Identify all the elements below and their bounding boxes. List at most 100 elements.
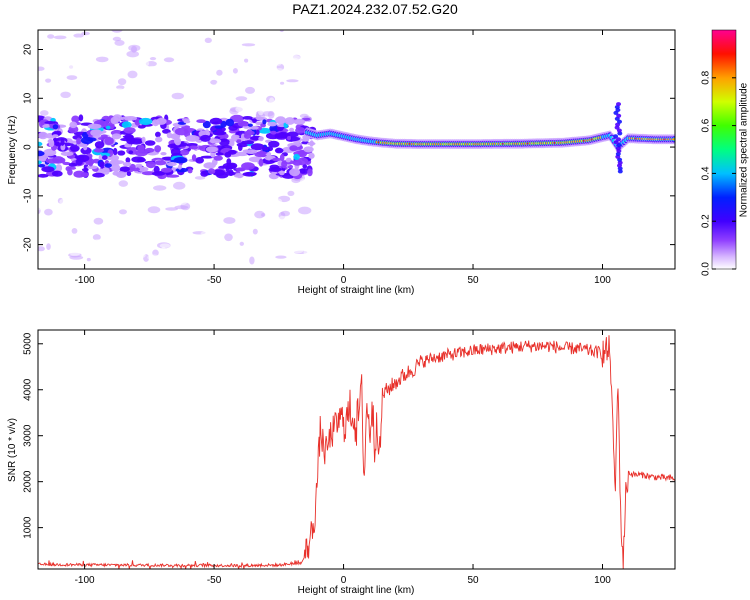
- heatmap-cell: [258, 33, 269, 41]
- heatmap-cell: [267, 110, 275, 119]
- heatmap-cell: [617, 131, 623, 136]
- heatmap-cell: [239, 36, 245, 41]
- heatmap-cell: [126, 136, 136, 145]
- heatmap-cell: [68, 125, 79, 134]
- heatmap-cell: [209, 117, 223, 125]
- heatmap-cell: [45, 228, 54, 233]
- heatmap-cell: [203, 162, 216, 169]
- heatmap-cell: [238, 251, 245, 258]
- heatmap-cell: [244, 58, 249, 63]
- heatmap-cell: [114, 39, 125, 46]
- heatmap-cell: [292, 159, 303, 166]
- heatmap-cell: [224, 233, 233, 242]
- heatmap-cell: [223, 201, 235, 205]
- heatmap-cell: [287, 190, 295, 196]
- heatmap-cell: [89, 66, 96, 72]
- y-tick-label: 0: [23, 144, 34, 150]
- heatmap-cell: [73, 170, 85, 178]
- heatmap-cell: [174, 137, 182, 146]
- heatmap-cell: [121, 121, 132, 129]
- plot-frame: [37, 329, 676, 570]
- x-tick-label: 50: [467, 575, 479, 586]
- heatmap-cell: [280, 210, 290, 217]
- x-tick-label: 100: [594, 575, 611, 586]
- heatmap-cell: [163, 57, 175, 63]
- heatmap-cell: [287, 136, 291, 141]
- heatmap-cell: [238, 198, 252, 206]
- heatmap-cell: [235, 106, 247, 113]
- heatmap-cell: [303, 146, 314, 153]
- heatmap-cell: [64, 30, 76, 34]
- heatmap-cell: [162, 263, 170, 269]
- heatmap-cell: [266, 180, 271, 187]
- heatmap-cell: [279, 226, 283, 233]
- heatmap-cell: [216, 69, 223, 76]
- heatmap-cell: [166, 162, 177, 167]
- heatmap-cell: [293, 38, 304, 44]
- heatmap-cell: [179, 149, 190, 156]
- heatmap-cell: [308, 109, 315, 114]
- heatmap-cell: [234, 43, 245, 48]
- heatmap-cell: [225, 165, 230, 173]
- heatmap-cell: [52, 124, 59, 130]
- heatmap-cell: [60, 151, 74, 157]
- heatmap-cell: [177, 164, 182, 170]
- x-tick-label: 0: [341, 575, 347, 586]
- heatmap-cell: [132, 167, 140, 172]
- heatmap-cell: [41, 166, 55, 173]
- heatmap-cell: [122, 234, 129, 238]
- heatmap-cell: [179, 218, 193, 225]
- heatmap-cell: [94, 47, 103, 54]
- heatmap-cell: [303, 51, 316, 60]
- heatmap-cell: [38, 164, 46, 168]
- heatmap-cell: [249, 256, 255, 265]
- heatmap-cell: [107, 242, 114, 248]
- heatmap-cell: [42, 124, 50, 128]
- heatmap-cell: [124, 87, 138, 92]
- heatmap-cell: [38, 220, 46, 226]
- heatmap-cell: [40, 51, 50, 58]
- heatmap-cell: [231, 134, 240, 139]
- heatmap-cell: [108, 197, 116, 204]
- heatmap-cell: [129, 30, 142, 38]
- heatmap-cell: [104, 163, 113, 168]
- heatmap-cell: [204, 37, 212, 43]
- heatmap-cell: [126, 199, 137, 203]
- heatmap-cell: [90, 75, 95, 80]
- heatmap-cells: [38, 30, 675, 269]
- heatmap-cell: [289, 168, 301, 177]
- heatmap-cell: [102, 167, 110, 175]
- heatmap-cell: [241, 162, 255, 170]
- heatmap-cell: [84, 239, 91, 244]
- y-axis-label: Frequency (Hz): [7, 116, 18, 185]
- heatmap-cell: [141, 136, 146, 144]
- heatmap-cell: [267, 121, 278, 127]
- heatmap-cell: [281, 160, 288, 169]
- heatmap-cell: [279, 170, 285, 176]
- heatmap-cell: [72, 84, 80, 88]
- heatmap-cell: [227, 81, 237, 90]
- heatmap-cell: [144, 147, 155, 153]
- heatmap-cell: [215, 152, 224, 156]
- heatmap-cell: [228, 169, 234, 177]
- heatmap-cell: [48, 45, 57, 54]
- heatmap-cell: [60, 138, 65, 146]
- colorbar-tick-label: 0.6: [701, 118, 712, 132]
- heatmap-cell: [176, 197, 188, 205]
- heatmap-cell: [57, 244, 66, 251]
- heatmap-cell: [166, 174, 180, 178]
- heatmap-cell: [255, 129, 260, 135]
- heatmap-cell: [99, 161, 105, 169]
- heatmap-cell: [256, 151, 268, 155]
- heatmap-cell: [119, 166, 130, 172]
- heatmap-cell: [200, 134, 211, 142]
- heatmap-cell: [60, 91, 71, 99]
- heatmap-cell: [55, 164, 63, 172]
- heatmap-cell: [191, 154, 197, 162]
- heatmap-cell: [134, 118, 141, 126]
- heatmap-cell: [54, 142, 62, 147]
- heatmap-cell: [92, 252, 105, 258]
- heatmap-cell: [196, 119, 206, 123]
- heatmap-cell: [290, 101, 299, 107]
